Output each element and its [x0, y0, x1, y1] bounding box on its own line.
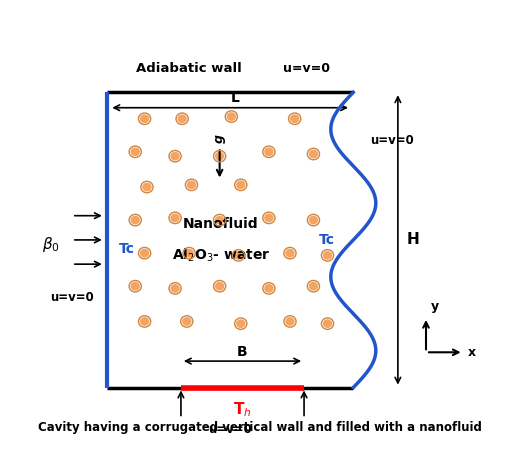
Circle shape [285, 249, 295, 258]
Text: T$_h$: T$_h$ [233, 400, 252, 419]
Text: g: g [213, 134, 226, 143]
Circle shape [264, 284, 274, 293]
Circle shape [170, 152, 180, 161]
Circle shape [309, 150, 318, 158]
Text: u=v=0: u=v=0 [50, 291, 94, 304]
Text: $\beta_0$: $\beta_0$ [42, 235, 60, 254]
Circle shape [290, 114, 299, 123]
Circle shape [182, 317, 192, 326]
Text: Nanofluid: Nanofluid [183, 217, 258, 232]
Circle shape [130, 282, 140, 291]
Text: u=v=0: u=v=0 [283, 62, 330, 75]
Circle shape [140, 317, 149, 326]
Circle shape [187, 180, 196, 189]
Circle shape [170, 284, 180, 293]
Text: Tc: Tc [119, 242, 135, 256]
Circle shape [184, 249, 194, 258]
Circle shape [264, 147, 274, 156]
Text: L: L [230, 91, 239, 105]
Text: H: H [406, 233, 419, 247]
Circle shape [227, 112, 236, 121]
Circle shape [323, 319, 332, 328]
Circle shape [142, 183, 152, 191]
Circle shape [285, 317, 295, 326]
Text: Cavity having a corrugated vertical wall and filled with a nanofluid: Cavity having a corrugated vertical wall… [37, 421, 482, 434]
Circle shape [323, 251, 332, 260]
Circle shape [130, 216, 140, 224]
Text: Al$_2$O$_3$- water: Al$_2$O$_3$- water [172, 247, 270, 264]
Text: y: y [431, 299, 439, 313]
Circle shape [177, 114, 187, 123]
Circle shape [170, 213, 180, 222]
Text: Tc: Tc [319, 233, 335, 247]
Circle shape [130, 147, 140, 156]
Circle shape [236, 319, 245, 328]
Circle shape [309, 282, 318, 291]
Circle shape [264, 213, 274, 222]
Circle shape [140, 249, 149, 258]
Text: Adiabatic wall: Adiabatic wall [136, 62, 242, 75]
Text: B: B [237, 345, 248, 359]
Text: x: x [468, 346, 476, 359]
Circle shape [215, 282, 224, 291]
Circle shape [309, 216, 318, 224]
Circle shape [236, 180, 245, 189]
Circle shape [215, 152, 224, 161]
Circle shape [234, 251, 243, 260]
Circle shape [215, 216, 224, 224]
Text: u=v=0: u=v=0 [370, 134, 414, 147]
Circle shape [140, 114, 149, 123]
Text: u=v=0: u=v=0 [208, 423, 252, 436]
